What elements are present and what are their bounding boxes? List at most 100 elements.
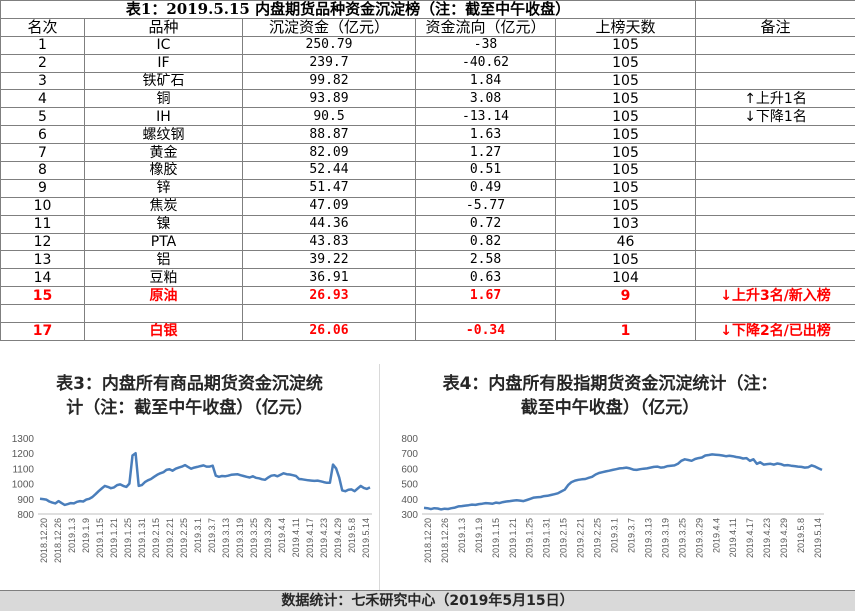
name-cell: 黄金 <box>84 143 243 163</box>
y-tick-label: 400 <box>401 495 418 506</box>
table-row: 9 锌 51.47 0.49 105 <box>0 178 855 198</box>
table-row: 2 IF 239.7 -40.62 105 <box>0 53 855 73</box>
title-blank-cell <box>695 0 855 19</box>
x-tick-label: 2019.1.21 <box>109 518 119 558</box>
note-cell <box>695 178 855 198</box>
x-tick-label: 2019.4.23 <box>319 518 329 558</box>
table-row: 11 镍 44.36 0.72 103 <box>0 214 855 234</box>
rank-cell: 11 <box>0 214 85 234</box>
note-cell <box>695 125 855 145</box>
name-cell: 铜 <box>84 89 243 109</box>
x-tick-label: 2019.4.4 <box>711 518 721 553</box>
x-tick-label: 2018.12.20 <box>39 518 49 563</box>
name-cell <box>84 304 243 324</box>
x-tick-label: 2019.3.19 <box>235 518 245 558</box>
x-tick-label: 2019.1.25 <box>123 518 133 558</box>
name-cell: 铝 <box>84 250 243 270</box>
fund-cell: 99.82 <box>242 71 416 91</box>
x-tick-label: 2019.3.29 <box>263 518 273 558</box>
name-cell: IH <box>84 107 243 127</box>
note-cell <box>695 71 855 91</box>
x-tick-label: 2019.3.7 <box>626 518 636 553</box>
rank-cell: 8 <box>0 161 85 180</box>
fund-cell: 26.06 <box>242 322 416 341</box>
series-line <box>39 451 371 507</box>
days-cell: 105 <box>554 71 697 91</box>
rank-cell: 12 <box>0 232 85 252</box>
days-cell <box>554 304 697 324</box>
days-cell: 105 <box>554 35 697 55</box>
x-tick-label: 2019.3.13 <box>221 518 231 558</box>
rank-cell: 13 <box>0 250 85 270</box>
x-tick-label: 2019.5.8 <box>347 518 357 553</box>
fund-cell: 36.91 <box>242 268 416 288</box>
fund-cell: 52.44 <box>242 161 416 180</box>
table-row: 5 IH 90.5 -13.14 105 ↓下降1名 <box>0 107 855 127</box>
table-row: 12 PTA 43.83 0.82 46 <box>0 232 855 252</box>
fund-cell: 39.22 <box>242 250 416 270</box>
x-tick-label: 2019.3.1 <box>193 518 203 553</box>
commodity-line-chart: 800 900 1000 1100 1200 1300 2018.12.20 2018.12.… <box>12 434 372 563</box>
flow-cell: 0.72 <box>415 214 556 234</box>
table-row: 15 原油 26.93 1.67 9 ↓上升3名/新入榜 <box>0 286 855 306</box>
name-cell: 铁矿石 <box>84 71 243 91</box>
y-tick-label: 700 <box>401 449 418 460</box>
chart-title-line: 计（注：截至中午收盘）（亿元） <box>66 398 313 418</box>
x-tick-label: 2019.3.19 <box>660 518 670 558</box>
y-tick-label: 500 <box>401 480 418 491</box>
fund-cell: 88.87 <box>242 125 416 145</box>
note-cell <box>695 53 855 73</box>
x-tick-label: 2019.2.25 <box>593 518 603 558</box>
x-tick-label: 2019.2.15 <box>559 518 569 558</box>
index-line-chart: 300 400 500 600 700 800 2018.12.20 2018.12.26 20… <box>401 434 824 563</box>
x-tick-label: 2019.3.29 <box>694 518 704 558</box>
flow-cell: 0.51 <box>415 161 556 180</box>
x-tick-label: 2018.12.26 <box>53 518 63 563</box>
column-header: 沉淀资金（亿元） <box>242 17 416 37</box>
rank-cell: 2 <box>0 53 85 73</box>
table-title: 表1：2019.5.15 内盘期货品种资金沉淀榜（注：截至中午收盘） <box>0 0 697 19</box>
chart-title-commodity: 表3：内盘所有商品期货资金沉淀统 计（注：截至中午收盘）（亿元） <box>0 372 379 420</box>
y-tick-label: 300 <box>401 510 418 521</box>
flow-cell: 0.49 <box>415 178 556 198</box>
y-tick-label: 1000 <box>12 480 35 491</box>
note-cell <box>695 196 855 216</box>
table-row: 13 铝 39.22 2.58 105 <box>0 250 855 270</box>
name-cell: PTA <box>84 232 243 252</box>
chart-title-line: 截至中午收盘）（亿元） <box>520 398 700 418</box>
flow-cell: 0.82 <box>415 232 556 252</box>
x-tick-label: 2019.4.11 <box>291 518 301 557</box>
table-row: 14 豆粕 36.91 0.63 104 <box>0 268 855 288</box>
table-row: 17 白银 26.06 -0.34 1 ↓下降2名/已出榜 <box>0 322 855 341</box>
x-tick-label: 2019.3.1 <box>610 518 620 553</box>
note-cell: ↓下降2名/已出榜 <box>695 322 855 341</box>
name-cell: IF <box>84 53 243 73</box>
x-tick-label: 2019.3.13 <box>643 518 653 558</box>
flow-cell: -5.77 <box>415 196 556 216</box>
x-tick-label: 2019.4.29 <box>779 518 789 558</box>
x-tick-label: 2019.3.7 <box>207 518 217 553</box>
name-cell: IC <box>84 35 243 55</box>
note-cell <box>695 143 855 163</box>
x-tick-label: 2019.4.29 <box>333 518 343 558</box>
y-tick-label: 1300 <box>12 434 35 445</box>
rank-cell: 15 <box>0 286 85 306</box>
x-tick-label: 2019.1.9 <box>81 518 91 553</box>
note-cell <box>695 161 855 180</box>
y-tick-label: 800 <box>401 434 418 445</box>
x-tick-label: 2019.1.15 <box>491 518 501 558</box>
column-header: 资金流向（亿元） <box>415 17 556 37</box>
table-row: 6 螺纹钢 88.87 1.63 105 <box>0 125 855 145</box>
rank-cell: 1 <box>0 35 85 55</box>
rank-cell <box>0 304 85 324</box>
flow-cell: -0.34 <box>415 322 556 341</box>
y-tick-label: 1100 <box>12 464 34 475</box>
name-cell: 原油 <box>84 286 243 306</box>
days-cell: 105 <box>554 89 697 109</box>
note-cell <box>695 232 855 252</box>
name-cell: 豆粕 <box>84 268 243 288</box>
column-header: 品种 <box>84 17 243 37</box>
y-tick-label: 800 <box>17 510 34 521</box>
x-tick-label: 2019.1.9 <box>474 518 484 553</box>
rank-cell: 6 <box>0 125 85 145</box>
